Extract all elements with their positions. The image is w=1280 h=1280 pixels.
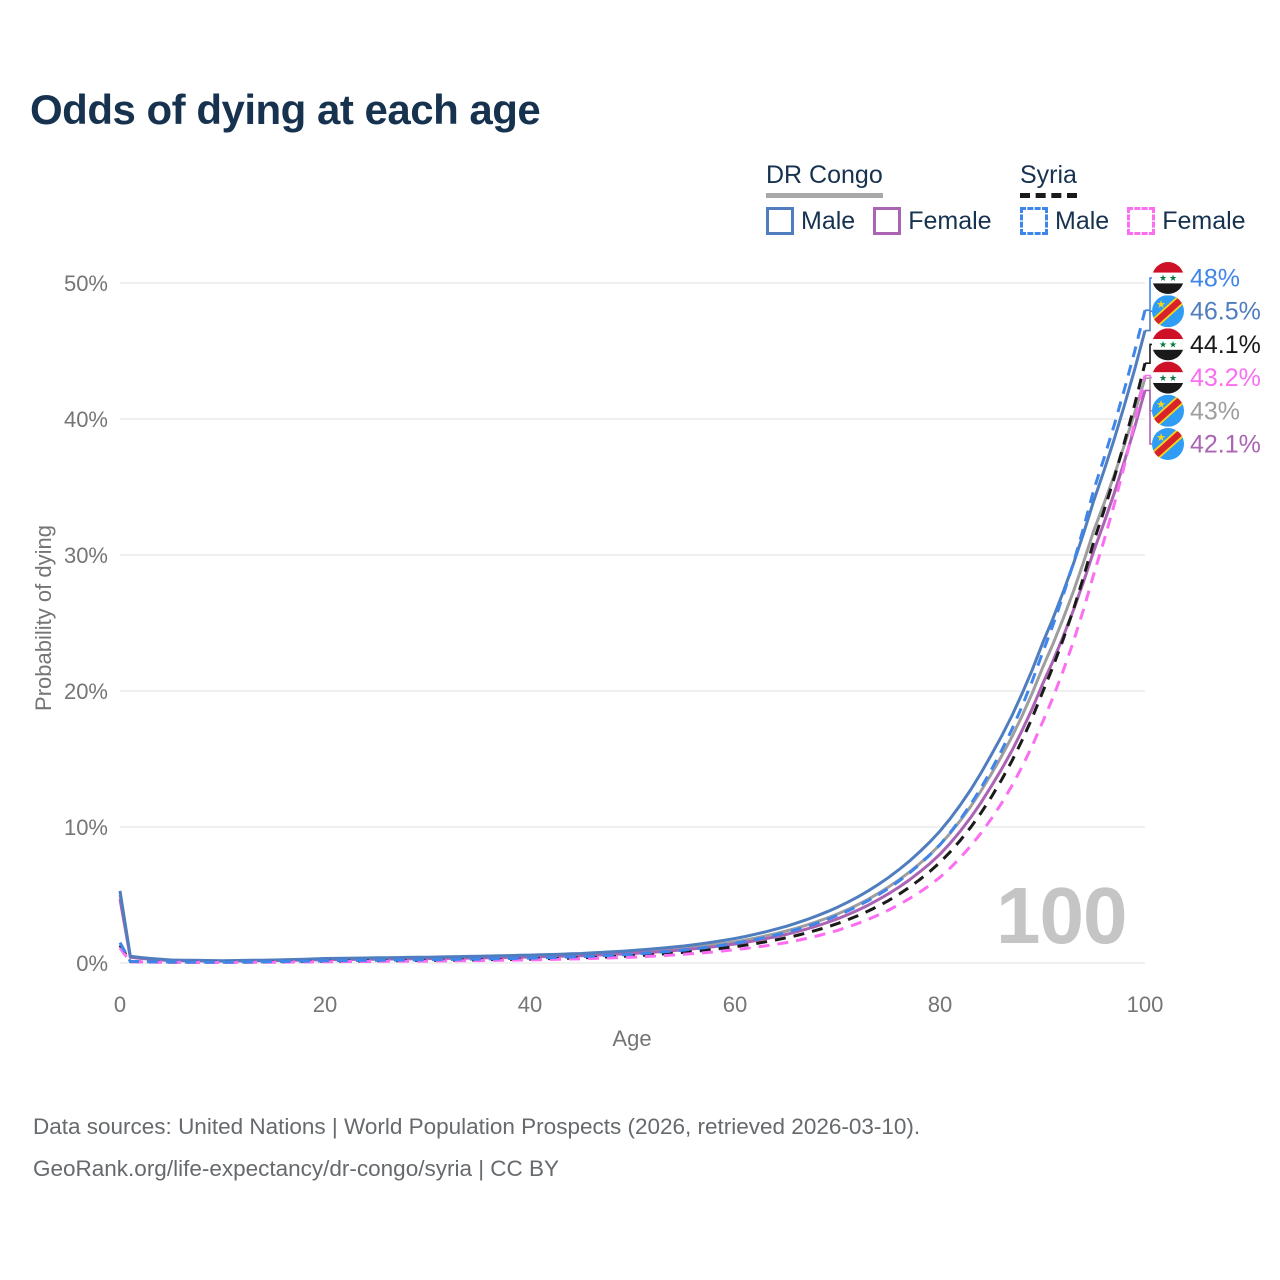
- end-label-drcongo-total: 43%: [1190, 397, 1240, 425]
- end-label-syria-female: 43.2%: [1190, 364, 1261, 392]
- syria-male-swatch-icon: [1020, 207, 1048, 235]
- y-tick-label: 40%: [64, 407, 108, 432]
- syria-flag-icon: ★ ★: [1152, 361, 1184, 394]
- y-tick-label: 20%: [64, 679, 108, 704]
- legend-title-syria: Syria: [1020, 161, 1077, 198]
- legend-group-syria: Syria Male Female: [1020, 161, 1246, 236]
- line-syria-male[interactable]: [118, 309, 1147, 964]
- data-sources-line: Data sources: United Nations | World Pop…: [33, 1114, 921, 1139]
- page-title: Odds of dying at each age: [30, 86, 541, 133]
- end-label-connector: [1145, 377, 1152, 412]
- attribution-link[interactable]: GeoRank.org/life-expectancy/dr-congo/syr…: [33, 1155, 560, 1181]
- line-syria-total[interactable]: [118, 362, 1147, 964]
- legend-item-label: Male: [1055, 206, 1110, 235]
- chart-canvas: 0%10%20%30%40%50%0 20 40 60 80 100★ ★ 48%★ 46.5%…: [64, 262, 1261, 1017]
- end-label-drcongo-female: 42.1%: [1190, 431, 1261, 459]
- syria-flag-icon: ★ ★: [1152, 262, 1184, 294]
- svg-text:★: ★: [1159, 274, 1167, 284]
- svg-text:★: ★: [1169, 274, 1177, 284]
- end-label-connector: [1145, 310, 1152, 332]
- dr-congo-male-swatch-icon: [766, 207, 794, 235]
- x-tick-label: 80: [928, 992, 952, 1017]
- line-syria-female[interactable]: [118, 375, 1147, 964]
- legend-group-dr-congo: DR Congo Male Female: [766, 161, 992, 236]
- syria-flag-icon: ★ ★: [1152, 328, 1184, 361]
- x-tick-label: 60: [723, 992, 747, 1017]
- x-tick-label: 100: [1127, 992, 1164, 1017]
- line-drcongo-total[interactable]: [118, 377, 1147, 963]
- age-watermark: 100: [996, 871, 1127, 960]
- svg-text:★: ★: [1169, 341, 1177, 351]
- end-label-connector: [1145, 343, 1152, 364]
- x-tick-label: 0: [114, 992, 126, 1017]
- x-tick-label: 20: [313, 992, 337, 1017]
- svg-text:★: ★: [1156, 431, 1166, 444]
- svg-text:★: ★: [1159, 341, 1167, 351]
- legend-item-dr-congo-female[interactable]: Female: [873, 206, 992, 236]
- y-tick-label: 10%: [64, 815, 108, 840]
- end-label-syria-total: 44.1%: [1190, 331, 1261, 359]
- end-label-connector: [1145, 277, 1152, 311]
- syria-female-swatch-icon: [1127, 207, 1156, 235]
- svg-text:★: ★: [1169, 374, 1177, 384]
- svg-text:★: ★: [1156, 398, 1166, 411]
- end-label-connector: [1145, 374, 1152, 379]
- end-label-drcongo-male: 46.5%: [1190, 298, 1261, 326]
- line-drcongo-male[interactable]: [118, 330, 1147, 963]
- y-tick-label: 0%: [76, 951, 108, 976]
- svg-text:★: ★: [1156, 298, 1166, 311]
- legend-item-syria-female[interactable]: Female: [1127, 206, 1246, 236]
- dr-congo-female-swatch-icon: [873, 207, 902, 235]
- legend-item-label: Female: [1162, 206, 1246, 235]
- legend-item-syria-male[interactable]: Male: [1020, 207, 1109, 236]
- y-tick-label: 50%: [64, 271, 108, 296]
- end-label-syria-male: 48%: [1190, 265, 1240, 293]
- svg-text:★: ★: [1159, 374, 1167, 384]
- data-sources-footer: Data sources: United Nations | World Pop…: [33, 1106, 920, 1189]
- legend-item-dr-congo-male[interactable]: Male: [766, 207, 855, 236]
- x-axis-label: Age: [612, 1026, 652, 1051]
- x-tick-label: 40: [518, 992, 542, 1017]
- legend-title-dr-congo: DR Congo: [766, 161, 883, 198]
- legend-item-label: Female: [908, 206, 992, 235]
- end-label-connector: [1145, 389, 1152, 445]
- line-drcongo-female[interactable]: [118, 389, 1147, 963]
- legend-item-label: Male: [801, 206, 856, 235]
- y-tick-label: 30%: [64, 543, 108, 568]
